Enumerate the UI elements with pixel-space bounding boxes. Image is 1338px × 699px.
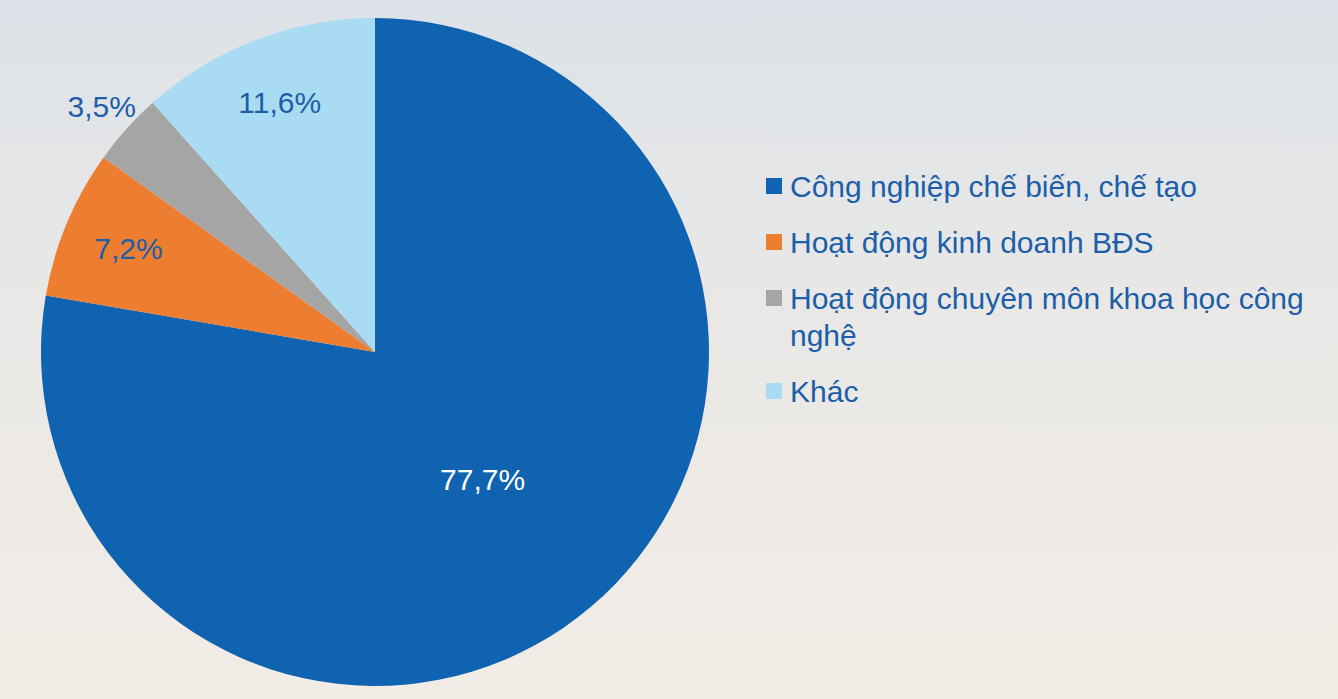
pie-slice [41, 18, 709, 686]
legend: Công nghiệp chế biến, chế tạo Hoạt động k… [766, 170, 1304, 408]
legend-swatch [766, 178, 782, 194]
data-label: 77,7% [440, 463, 525, 496]
legend-swatch [766, 383, 782, 399]
pie-slice [153, 18, 375, 352]
legend-swatch [766, 234, 782, 250]
legend-swatch [766, 290, 782, 306]
legend-label: Hoạt động chuyên môn khoa học côngnghệ [790, 282, 1304, 352]
chart: 77,7% 7,2% 3,5% 11,6% Công nghiệp chế biến, … [0, 0, 1338, 699]
data-label: 3,5% [68, 90, 136, 123]
data-labels: 77,7% 7,2% 3,5% 11,6% [68, 86, 526, 496]
data-label: 11,6% [238, 86, 321, 119]
slices [41, 18, 709, 686]
legend-label: Công nghiệp chế biến, chế tạo [790, 170, 1197, 203]
data-label: 7,2% [94, 232, 162, 265]
legend-label: Khác [790, 375, 858, 408]
legend-label: Hoạt động kinh doanh BĐS [790, 226, 1154, 259]
